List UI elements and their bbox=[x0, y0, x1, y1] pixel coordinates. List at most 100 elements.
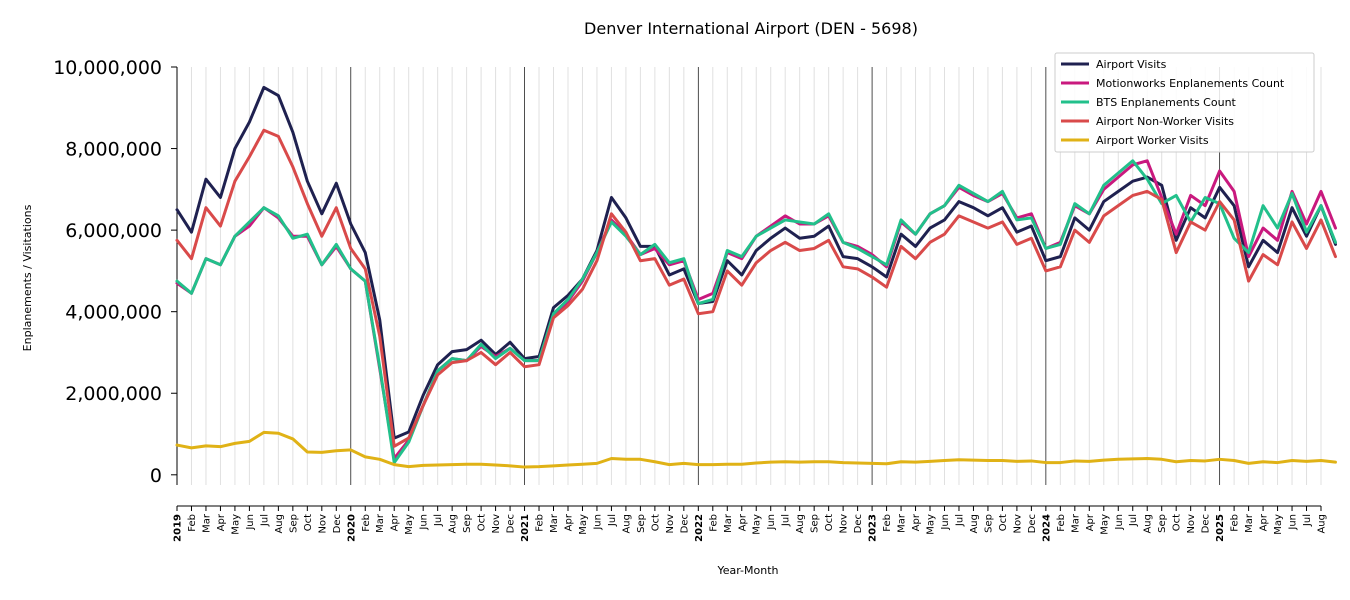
series-line-bts-enplanements-count bbox=[175, 159, 1337, 465]
x-tick-label: Jul bbox=[1128, 514, 1139, 527]
x-tick-label-year: 2021 bbox=[520, 514, 531, 542]
x-tick-label: Oct bbox=[1172, 514, 1183, 531]
x-tick-label: Jul bbox=[781, 514, 792, 527]
x-tick-label: Dec bbox=[853, 514, 864, 533]
x-tick-label: Jun bbox=[766, 514, 777, 531]
x-tick-label-year: 2019 bbox=[173, 514, 184, 542]
x-tick-label: Aug bbox=[969, 514, 980, 534]
x-tick-label: May bbox=[230, 514, 241, 535]
x-tick-label: May bbox=[1099, 514, 1110, 535]
series-line-airport-visits bbox=[175, 85, 1337, 440]
y-tick-label: 2,000,000 bbox=[65, 383, 162, 405]
legend-box bbox=[1054, 52, 1315, 153]
x-tick-label-year: 2024 bbox=[1041, 514, 1052, 542]
x-tick-label: Mar bbox=[1244, 513, 1255, 533]
x-tick-label: Nov bbox=[317, 514, 328, 534]
x-tick-label: Aug bbox=[795, 514, 806, 534]
x-tick-label: Nov bbox=[665, 514, 676, 534]
x-tick-label: Dec bbox=[679, 514, 690, 533]
x-tick-label: Dec bbox=[506, 514, 517, 533]
x-tick-label: Aug bbox=[448, 514, 459, 534]
legend-entry: Airport Non-Worker Visits bbox=[1096, 115, 1234, 128]
x-tick-label: Jun bbox=[940, 514, 951, 531]
x-tick-label: Apr bbox=[216, 513, 227, 531]
x-tick-label: Feb bbox=[708, 514, 719, 532]
x-tick-label: Apr bbox=[1259, 513, 1270, 531]
x-tick-label: Aug bbox=[1143, 514, 1154, 534]
y-tick-label: 6,000,000 bbox=[65, 220, 162, 242]
x-tick-label: Oct bbox=[998, 514, 1009, 531]
x-tick-label: Sep bbox=[810, 514, 821, 533]
y-tick-label: 10,000,000 bbox=[53, 57, 162, 79]
legend-entry: Airport Visits bbox=[1096, 58, 1167, 71]
legend-entry: BTS Enplanements Count bbox=[1096, 96, 1237, 109]
x-tick-label: Nov bbox=[491, 514, 502, 534]
legend: Airport Visits Motionworks Enplanements C… bbox=[1054, 52, 1315, 153]
x-tick-label: Mar bbox=[201, 513, 212, 533]
x-tick-label: Jul bbox=[259, 514, 270, 527]
x-tick-label: Jun bbox=[1288, 514, 1299, 531]
x-tick-label: Dec bbox=[1201, 514, 1212, 533]
x-tick-label-year: 2020 bbox=[346, 514, 357, 542]
x-tick-label: Feb bbox=[187, 514, 198, 532]
x-tick-label: Apr bbox=[563, 513, 574, 531]
x-axis: 2019 Feb Mar Apr May Jun Jul Aug Sep Oct Nov Dec 202… bbox=[173, 505, 1328, 542]
x-tick-label: Mar bbox=[549, 513, 560, 533]
x-tick-label: Aug bbox=[621, 514, 632, 534]
x-tick-label: Aug bbox=[274, 514, 285, 534]
x-tick-label: Feb bbox=[1056, 514, 1067, 532]
x-tick-label: May bbox=[926, 514, 937, 535]
series-lines bbox=[175, 85, 1337, 469]
x-tick-label: Sep bbox=[1157, 514, 1168, 533]
x-tick-label: Nov bbox=[839, 514, 850, 534]
x-axis-label: Year-Month bbox=[716, 564, 778, 577]
x-tick-label: Sep bbox=[288, 514, 299, 533]
y-tick-label: 4,000,000 bbox=[65, 302, 162, 324]
x-tick-label: Sep bbox=[462, 514, 473, 533]
x-tick-label: Feb bbox=[361, 514, 372, 532]
x-tick-label: Nov bbox=[1186, 514, 1197, 534]
x-tick-label: Jul bbox=[1302, 514, 1313, 527]
x-tick-label: Feb bbox=[1230, 514, 1241, 532]
x-tick-label: Dec bbox=[332, 514, 343, 533]
x-tick-label: May bbox=[578, 514, 589, 535]
x-tick-label: Sep bbox=[983, 514, 994, 533]
x-tick-label: Mar bbox=[897, 513, 908, 533]
x-tick-label: Jul bbox=[607, 514, 618, 527]
x-tick-label: Jun bbox=[245, 514, 256, 531]
x-tick-label-year: 2023 bbox=[868, 514, 879, 542]
y-axis-label: Enplanements / Visitations bbox=[21, 204, 34, 351]
x-tick-label: Mar bbox=[723, 513, 734, 533]
series-line-airport-worker-visits bbox=[175, 430, 1337, 469]
x-tick-label: Apr bbox=[737, 513, 748, 531]
x-tick-label: Oct bbox=[824, 514, 835, 531]
x-tick-label: Jun bbox=[592, 514, 603, 531]
x-tick-label: May bbox=[752, 514, 763, 535]
x-tick-label: Apr bbox=[390, 513, 401, 531]
x-tick-label: Mar bbox=[375, 513, 386, 533]
x-tick-label: Nov bbox=[1012, 514, 1023, 534]
x-tick-label: Oct bbox=[303, 514, 314, 531]
y-tick-label: 0 bbox=[150, 465, 162, 487]
x-tick-label: Jun bbox=[1114, 514, 1125, 531]
x-tick-label: Oct bbox=[650, 514, 661, 531]
x-tick-label-year: 2025 bbox=[1215, 514, 1226, 542]
x-tick-label: Oct bbox=[477, 514, 488, 531]
series-line-airport-non-worker-visits bbox=[175, 128, 1337, 448]
y-tick-label: 8,000,000 bbox=[65, 139, 162, 161]
x-tick-label: May bbox=[404, 514, 415, 535]
x-tick-label: May bbox=[1273, 514, 1284, 535]
x-tick-label: Sep bbox=[636, 514, 647, 533]
legend-entry: Airport Worker Visits bbox=[1096, 134, 1209, 147]
x-tick-label: Jul bbox=[433, 514, 444, 527]
legend-entry: Motionworks Enplanements Count bbox=[1096, 77, 1285, 90]
x-tick-label: Jun bbox=[419, 514, 430, 531]
x-tick-label: Jul bbox=[954, 514, 965, 527]
x-tick-label: Mar bbox=[1070, 513, 1081, 533]
y-axis: 0 2,000,000 4,000,000 6,000,000 8,000,000 10,… bbox=[53, 57, 178, 487]
x-tick-label: Aug bbox=[1317, 514, 1328, 534]
x-tick-label-year: 2022 bbox=[694, 514, 705, 542]
chart-title: Denver International Airport (DEN - 5698… bbox=[584, 19, 918, 38]
x-tick-label: Dec bbox=[1027, 514, 1038, 533]
